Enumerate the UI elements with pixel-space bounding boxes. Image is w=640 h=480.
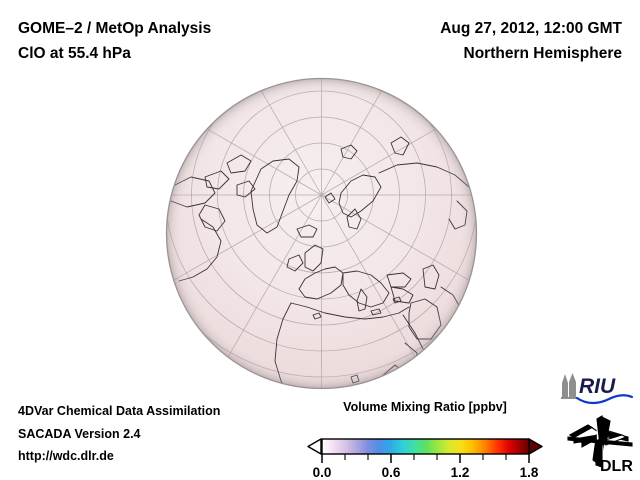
- orthographic-projection-svg: [165, 77, 478, 390]
- version-label: SACADA Version 2.4: [18, 426, 141, 441]
- dlr-logo-svg: DLR: [567, 415, 633, 475]
- colorbar-tick-label-1: 0.6: [382, 465, 401, 480]
- colorbar-tick-label-0: 0.0: [313, 465, 332, 480]
- riu-logo: RIU: [557, 371, 635, 405]
- website-url[interactable]: http://wdc.dlr.de: [18, 449, 114, 463]
- colorbar-tick-label-2: 1.2: [451, 465, 470, 480]
- timestamp-label: Aug 27, 2012, 12:00 GMT: [440, 20, 622, 37]
- footer-left: 4DVar Chemical Data Assimilation SACADA …: [18, 400, 220, 468]
- riu-logo-svg: RIU: [561, 373, 634, 405]
- colorbar-extend-max-arrow: [528, 438, 543, 455]
- hemisphere-label: Northern Hemisphere: [463, 45, 622, 62]
- globe-map: [165, 77, 478, 390]
- colorbar: Volume Mixing Ratio [ppbv]: [306, 400, 544, 480]
- cathedral-spires-icon: [561, 373, 577, 399]
- page-subtitle-species: ClO at 55.4 hPa: [18, 45, 131, 62]
- colorbar-svg: 0.0 0.6 1.2 1.8: [307, 438, 543, 480]
- header-right: Aug 27, 2012, 12:00 GMT Northern Hemisph…: [440, 16, 622, 66]
- globe-outline: [165, 77, 478, 390]
- dlr-pinwheel-icon: [567, 415, 633, 469]
- globe-limb-shading: [166, 78, 477, 389]
- riu-wordmark: RIU: [579, 375, 616, 398]
- colorbar-major-ticks: [321, 454, 530, 463]
- colorbar-minor-ticks: [344, 454, 507, 460]
- dlr-wordmark: DLR: [600, 458, 633, 475]
- blue-wave-icon: [575, 394, 634, 405]
- colorbar-title: Volume Mixing Ratio [ppbv]: [343, 400, 507, 414]
- colorbar-tick-label-3: 1.8: [520, 465, 539, 480]
- page-title: GOME–2 / MetOp Analysis: [18, 20, 212, 37]
- colorbar-extend-min-arrow: [307, 438, 322, 455]
- dlr-logo: DLR: [566, 413, 636, 475]
- colorbar-gradient: [321, 438, 530, 455]
- header-left: GOME–2 / MetOp Analysis ClO at 55.4 hPa: [18, 16, 211, 66]
- assimilation-label: 4DVar Chemical Data Assimilation: [18, 404, 221, 418]
